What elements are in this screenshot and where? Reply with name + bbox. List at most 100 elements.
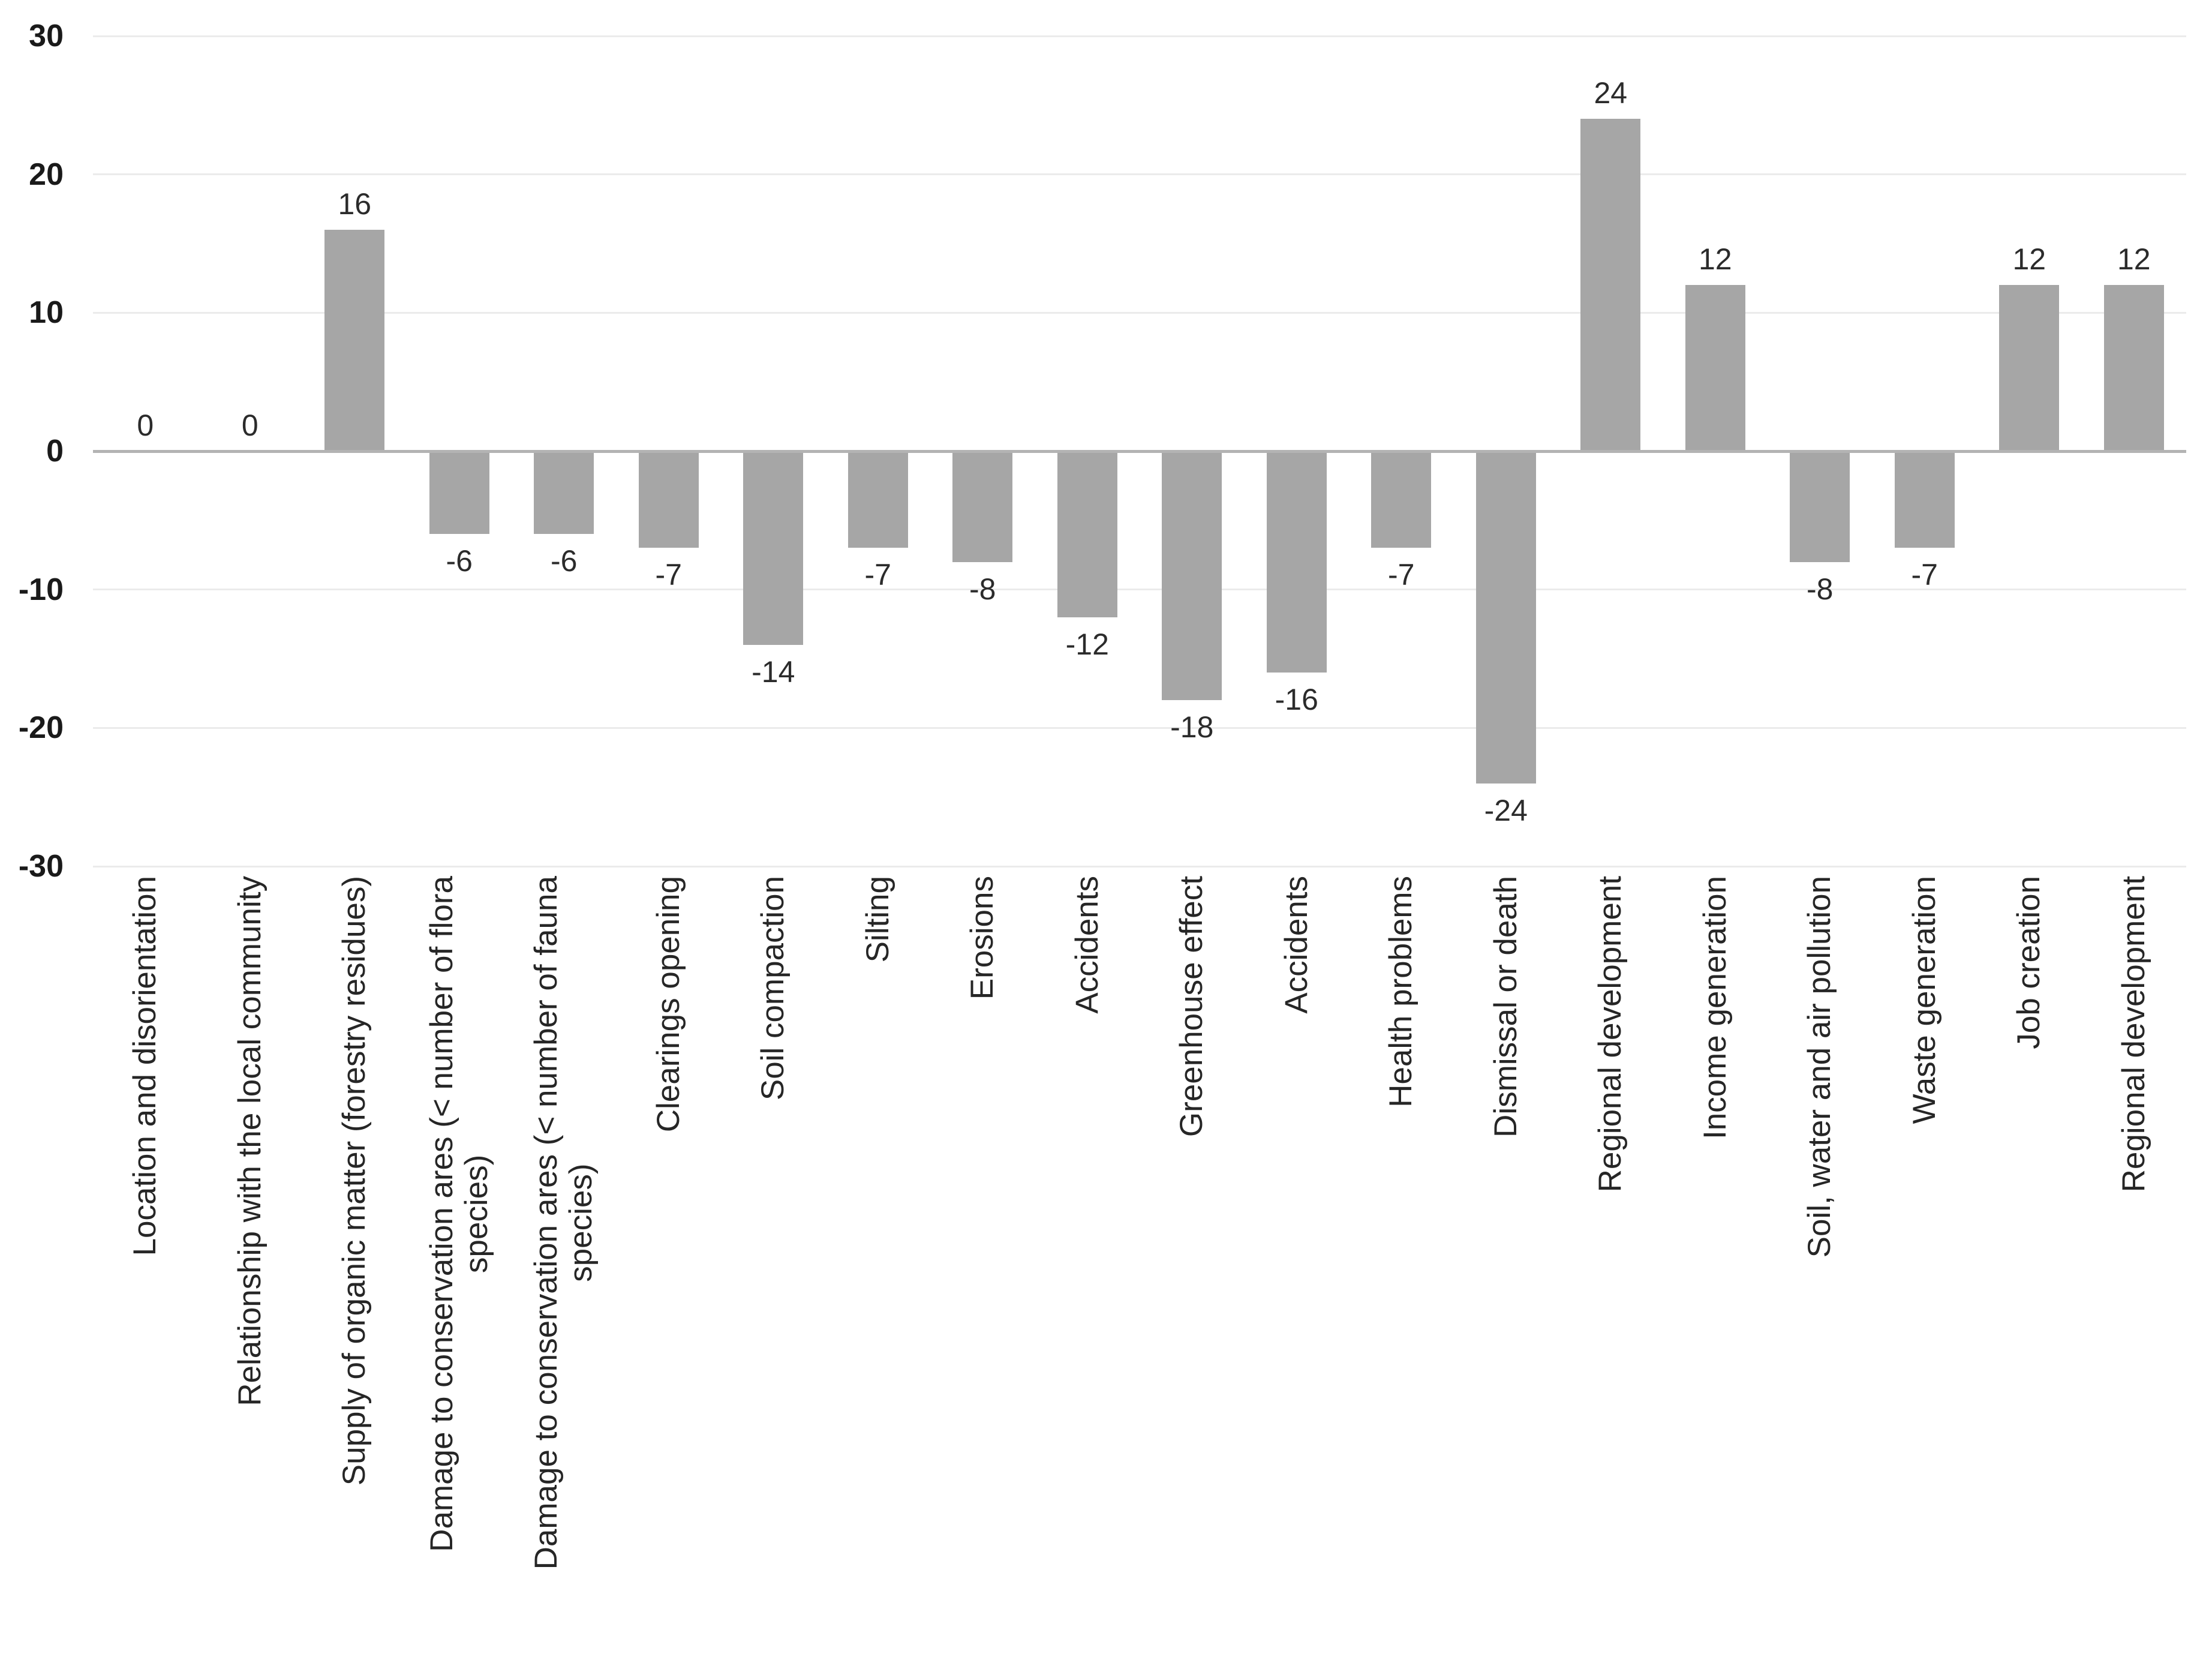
category-label-rotator-8: Erosions bbox=[930, 876, 1035, 1666]
category-label-14: Regional development bbox=[1592, 876, 1628, 1193]
y-tick-label--30: -30 bbox=[18, 849, 64, 884]
data-label-8: -8 bbox=[969, 572, 996, 606]
category-label-rotator-0: Location and disorientation bbox=[93, 876, 198, 1666]
data-label-0: 0 bbox=[137, 409, 154, 442]
category-label-rotator-18: Job creation bbox=[1977, 876, 2082, 1666]
bar-2 bbox=[324, 229, 385, 451]
bar-18 bbox=[1999, 285, 2060, 451]
category-label-4: Damage to conservation ares (< number of… bbox=[528, 876, 599, 1570]
y-tick-label--10: -10 bbox=[18, 572, 64, 607]
category-label-rotator-3: Damage to conservation ares (< number of… bbox=[407, 876, 512, 1666]
category-slot-7: Silting bbox=[826, 876, 931, 1666]
category-label-5: Clearings opening bbox=[650, 876, 686, 1133]
x-axis-zero-line bbox=[93, 449, 2186, 453]
y-tick-label-0: 0 bbox=[46, 434, 64, 469]
data-label-5: -7 bbox=[655, 558, 682, 592]
category-label-rotator-6: Soil compaction bbox=[721, 876, 826, 1666]
data-label-4: -6 bbox=[551, 544, 578, 578]
category-slot-5: Clearings opening bbox=[617, 876, 722, 1666]
category-label-10: Greenhouse effect bbox=[1174, 876, 1210, 1137]
category-slot-17: Waste generation bbox=[1873, 876, 1977, 1666]
category-label-7: Silting bbox=[859, 876, 895, 963]
y-tick-label-20: 20 bbox=[29, 157, 64, 192]
category-label-2: Supply of organic matter (forestry resid… bbox=[336, 876, 372, 1486]
category-label-rotator-17: Waste generation bbox=[1873, 876, 1977, 1666]
category-label-0: Location and disorientation bbox=[127, 876, 163, 1256]
category-label-rotator-19: Regional development bbox=[2082, 876, 2187, 1666]
category-label-3: Damage to conservation ares (< number of… bbox=[423, 876, 494, 1552]
data-label-10: -18 bbox=[1170, 710, 1214, 745]
data-label-2: 16 bbox=[338, 187, 372, 221]
category-label-rotator-13: Dismissal or death bbox=[1454, 876, 1559, 1666]
category-slot-13: Dismissal or death bbox=[1454, 876, 1559, 1666]
category-label-13: Dismissal or death bbox=[1487, 876, 1523, 1137]
data-label-19: 12 bbox=[2117, 242, 2151, 277]
gridline-y--30 bbox=[93, 865, 2186, 867]
category-slot-14: Regional development bbox=[1558, 876, 1663, 1666]
bar-7 bbox=[847, 451, 908, 548]
data-label-14: 24 bbox=[1594, 76, 1628, 110]
category-label-rotator-5: Clearings opening bbox=[617, 876, 722, 1666]
category-label-1: Relationship with the local community bbox=[232, 876, 268, 1406]
category-label-19: Regional development bbox=[2115, 876, 2151, 1193]
y-tick-label--20: -20 bbox=[18, 710, 64, 746]
category-label-rotator-9: Accidents bbox=[1035, 876, 1140, 1666]
y-tick-label-10: 10 bbox=[29, 295, 64, 331]
data-label-12: -7 bbox=[1388, 558, 1415, 592]
data-label-18: 12 bbox=[2012, 242, 2046, 277]
category-label-rotator-14: Regional development bbox=[1558, 876, 1663, 1666]
category-label-9: Accidents bbox=[1069, 876, 1105, 1014]
category-label-18: Job creation bbox=[2011, 876, 2047, 1049]
category-label-rotator-1: Relationship with the local community bbox=[198, 876, 303, 1666]
bar-8 bbox=[952, 451, 1013, 562]
category-label-rotator-2: Supply of organic matter (forestry resid… bbox=[302, 876, 407, 1666]
category-label-15: Income generation bbox=[1697, 876, 1733, 1140]
data-label-13: -24 bbox=[1484, 793, 1528, 827]
data-label-7: -7 bbox=[864, 558, 891, 592]
bar-15 bbox=[1685, 285, 1745, 451]
y-tick-label-30: 30 bbox=[29, 19, 64, 53]
gridline-y--10 bbox=[93, 589, 2186, 591]
category-label-6: Soil compaction bbox=[755, 876, 791, 1101]
bar-11 bbox=[1266, 451, 1327, 673]
category-slot-18: Job creation bbox=[1977, 876, 2082, 1666]
category-slot-1: Relationship with the local community bbox=[198, 876, 303, 1666]
bar-10 bbox=[1162, 451, 1222, 701]
data-label-15: 12 bbox=[1698, 242, 1732, 277]
category-slot-8: Erosions bbox=[930, 876, 1035, 1666]
category-label-rotator-15: Income generation bbox=[1663, 876, 1768, 1666]
bar-12 bbox=[1371, 451, 1432, 548]
category-slot-9: Accidents bbox=[1035, 876, 1140, 1666]
gridline-y--20 bbox=[93, 727, 2186, 729]
category-label-rotator-11: Accidents bbox=[1245, 876, 1350, 1666]
bar-5 bbox=[638, 451, 699, 548]
category-slot-11: Accidents bbox=[1245, 876, 1350, 1666]
category-label-rotator-10: Greenhouse effect bbox=[1140, 876, 1245, 1666]
bar-14 bbox=[1580, 119, 1641, 451]
category-label-rotator-12: Health problems bbox=[1349, 876, 1454, 1666]
bar-17 bbox=[1894, 451, 1955, 548]
data-label-16: -8 bbox=[1807, 572, 1834, 606]
category-slot-15: Income generation bbox=[1663, 876, 1768, 1666]
category-label-8: Erosions bbox=[964, 876, 1000, 1000]
category-label-rotator-7: Silting bbox=[826, 876, 931, 1666]
data-label-1: 0 bbox=[241, 409, 259, 442]
bar-9 bbox=[1057, 451, 1117, 617]
bar-3 bbox=[429, 451, 489, 535]
bar-16 bbox=[1790, 451, 1850, 562]
category-label-rotator-16: Soil, water and air pollution bbox=[1768, 876, 1873, 1666]
category-label-12: Health problems bbox=[1383, 876, 1419, 1107]
data-label-3: -6 bbox=[446, 544, 473, 578]
gridline-y-20 bbox=[93, 173, 2186, 176]
data-label-6: -14 bbox=[752, 655, 795, 689]
category-slot-3: Damage to conservation ares (< number of… bbox=[407, 876, 512, 1666]
category-slot-19: Regional development bbox=[2082, 876, 2187, 1666]
gridline-y-10 bbox=[93, 311, 2186, 314]
data-label-17: -7 bbox=[1911, 558, 1938, 592]
category-slot-4: Damage to conservation ares (< number of… bbox=[512, 876, 617, 1666]
bar-13 bbox=[1475, 451, 1536, 784]
category-slot-6: Soil compaction bbox=[721, 876, 826, 1666]
category-label-11: Accidents bbox=[1278, 876, 1314, 1014]
category-label-rotator-4: Damage to conservation ares (< number of… bbox=[512, 876, 617, 1666]
